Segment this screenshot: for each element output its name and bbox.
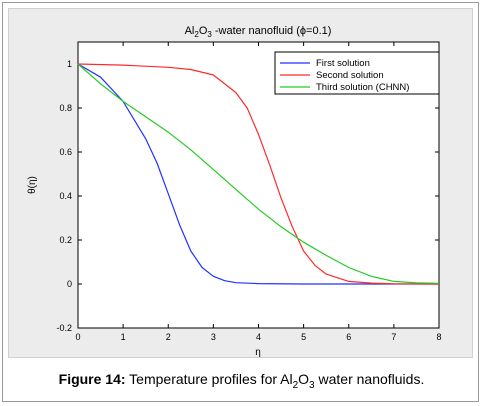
caption-text-end: water nanofluids.: [314, 371, 425, 387]
figure-frame: [2, 2, 479, 402]
x-tick-label: 7: [391, 332, 396, 342]
series-line-3: [77, 63, 440, 284]
caption-o: O: [298, 371, 310, 387]
x-tick-label: 5: [301, 332, 306, 342]
x-tick-label: 8: [436, 332, 441, 342]
y-tick-label: 1: [67, 59, 72, 69]
chart-title: Al2O3 -water nanofluid (ϕ=0.1): [185, 25, 332, 39]
y-tick-label: -0.2: [56, 323, 72, 333]
caption-sub-2: 2: [292, 379, 299, 391]
y-tick-label: 0.2: [59, 235, 72, 245]
x-tick-label: 4: [256, 332, 261, 342]
caption-sub-3: 3: [309, 379, 315, 391]
x-tick-label: 2: [166, 332, 171, 342]
series-line-1: [77, 63, 439, 285]
legend-label-1: First solution: [316, 58, 370, 69]
x-tick-label: 0: [75, 332, 80, 342]
caption-text: Temperature profiles for Al: [125, 371, 293, 387]
caption-label: Figure 14:: [58, 371, 126, 387]
y-axis-label: θ(η): [27, 176, 38, 194]
x-tick-label: 6: [346, 332, 351, 342]
x-tick-label: 1: [121, 332, 126, 342]
legend-label-2: Second solution: [316, 70, 384, 81]
y-tick-label: 0.4: [59, 191, 72, 201]
x-tick-label: 3: [211, 332, 216, 342]
y-tick-label: 0: [67, 279, 72, 289]
series-line-2: [77, 63, 440, 285]
y-tick-label: 0.8: [59, 103, 72, 113]
figure-caption: Figure 14: Temperature profiles for Al2O…: [0, 371, 483, 391]
x-axis-label: η: [255, 347, 261, 358]
y-tick-label: 0.6: [59, 147, 72, 157]
legend-label-3: Third solution (CHNN): [316, 82, 409, 93]
